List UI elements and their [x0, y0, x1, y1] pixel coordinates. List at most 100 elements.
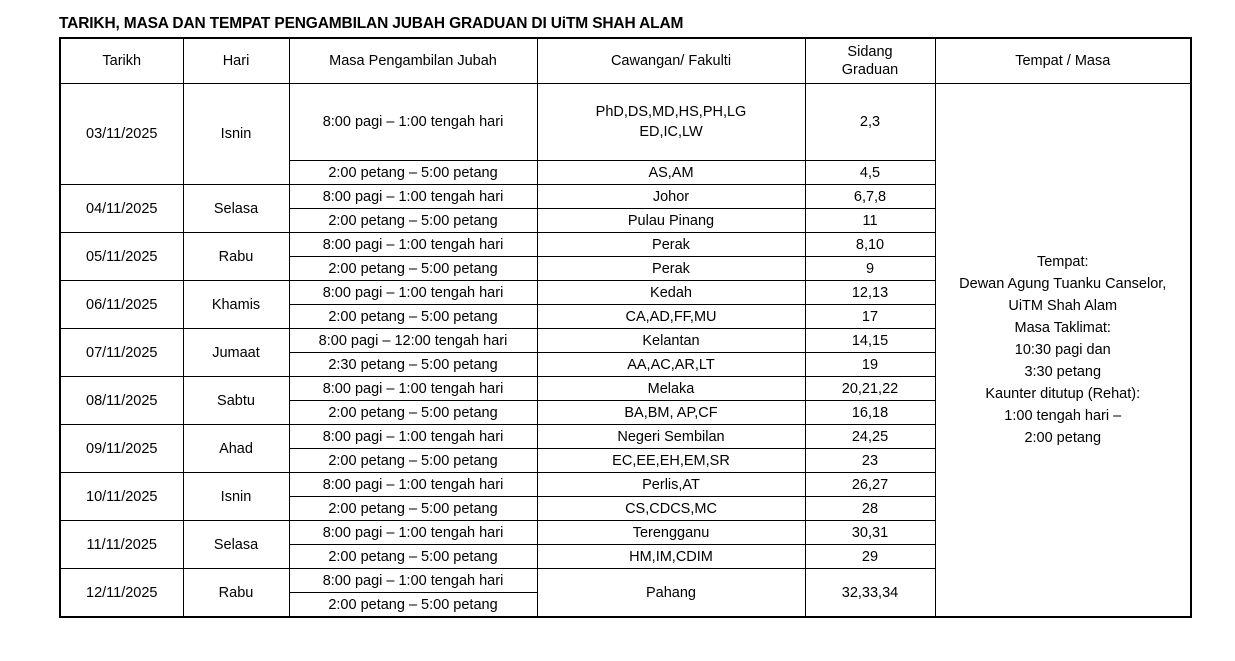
cell-cawangan: AS,AM [536, 160, 806, 185]
cell-masa: 8:00 pagi – 1:00 tengah hari [288, 83, 538, 161]
cell-sidang: 4,5 [804, 160, 936, 185]
cell-hari: Rabu [182, 568, 290, 618]
page-title: TARIKH, MASA DAN TEMPAT PENGAMBILAN JUBA… [59, 15, 684, 32]
cell-cawangan: CA,AD,FF,MU [536, 304, 806, 329]
cell-sidang: 2,3 [804, 83, 936, 161]
table-row: 09/11/2025 Ahad 8:00 pagi – 1:00 tengah … [59, 424, 1191, 473]
cell-masa: 8:00 pagi – 1:00 tengah hari [288, 232, 538, 257]
cell-cawangan: Terengganu [536, 520, 806, 545]
cell-cawangan-line2: ED,IC,LW [639, 124, 703, 140]
cell-hari: Khamis [182, 280, 290, 329]
table-body: 03/11/2025 Isnin 8:00 pagi – 1:00 tengah… [59, 83, 1192, 618]
cell-sidang: 30,31 [804, 520, 936, 545]
tempat-break-line1: 1:00 tengah hari – [1004, 408, 1122, 424]
tempat-venue-label: Tempat: [1036, 254, 1089, 270]
cell-masa: 8:00 pagi – 1:00 tengah hari [288, 280, 538, 305]
table-row: 2:00 petang – 5:00 petang BA,BM, AP,CF 1… [60, 400, 1191, 425]
table-row: 11/11/2025 Selasa 8:00 pagi – 1:00 tenga… [59, 520, 1191, 569]
table-row: 2:00 petang – 5:00 petang Pulau Pinang 1… [60, 208, 1191, 233]
cell-cawangan: PhD,DS,MD,HS,PH,LG ED,IC,LW [536, 83, 806, 161]
cell-cawangan: CS,CDCS,MC [536, 496, 806, 521]
cell-sidang: 28 [804, 496, 936, 521]
table-row: 06/11/2025 Khamis 8:00 pagi – 1:00 tenga… [59, 280, 1191, 329]
table-row: 2:00 petang – 5:00 petang CA,AD,FF,MU 17 [60, 304, 1191, 329]
cell-sidang: 9 [804, 256, 936, 281]
cell-hari: Rabu [182, 232, 290, 281]
cell-cawangan: EC,EE,EH,EM,SR [536, 448, 806, 473]
table-row: 03/11/2025 Isnin 8:00 pagi – 1:00 tengah… [59, 83, 1192, 618]
cell-sidang: 12,13 [804, 280, 936, 305]
cell-masa: 2:00 petang – 5:00 petang [288, 304, 538, 329]
column-header-tempat: Tempat / Masa [934, 37, 1192, 84]
cell-masa: 2:30 petang – 5:00 petang [288, 352, 538, 377]
cell-masa: 2:00 petang – 5:00 petang [288, 256, 538, 281]
cell-hari: Jumaat [182, 328, 290, 377]
cell-sidang: 24,25 [804, 424, 936, 449]
cell-hari: Sabtu [182, 376, 290, 425]
cell-sidang: 29 [804, 544, 936, 569]
tempat-break-label: Kaunter ditutup (Rehat): [985, 386, 1141, 402]
cell-hari: Isnin [182, 472, 290, 521]
table-row: 2:00 petang – 5:00 petang CS,CDCS,MC 28 [60, 496, 1191, 521]
cell-masa: 8:00 pagi – 1:00 tengah hari [288, 376, 538, 401]
column-header-cawangan: Cawangan/ Fakulti [536, 37, 806, 84]
cell-hari: Selasa [182, 520, 290, 569]
cell-masa: 2:00 petang – 5:00 petang [288, 448, 538, 473]
cell-masa: 2:00 petang – 5:00 petang [288, 496, 538, 521]
cell-cawangan: Perak [536, 256, 806, 281]
cell-cawangan: Pahang [536, 568, 806, 618]
table-row: 12/11/2025 Rabu 8:00 pagi – 1:00 tengah … [59, 568, 1191, 618]
cell-sidang: 20,21,22 [804, 376, 936, 401]
cell-tarikh: 10/11/2025 [59, 472, 184, 521]
cell-masa: 2:00 petang – 5:00 petang [288, 160, 538, 185]
column-header-masa: Masa Pengambilan Jubah [288, 37, 538, 84]
table-row: 10/11/2025 Isnin 8:00 pagi – 1:00 tengah… [59, 472, 1191, 521]
tempat-venue-line1: Dewan Agung Tuanku Canselor, [959, 276, 1167, 292]
table-header: Tarikh Hari Masa Pengambilan Jubah Cawan… [59, 37, 1192, 84]
table-row: 07/11/2025 Jumaat 8:00 pagi – 12:00 teng… [59, 328, 1191, 377]
table-row: 05/11/2025 Rabu 8:00 pagi – 1:00 tengah … [59, 232, 1191, 281]
cell-tarikh: 08/11/2025 [59, 376, 184, 425]
cell-cawangan: Johor [536, 184, 806, 209]
cell-cawangan: Pulau Pinang [536, 208, 806, 233]
table-row: 04/11/2025 Selasa 8:00 pagi – 1:00 tenga… [59, 184, 1191, 233]
table-row: 2:00 petang – 5:00 petang HM,IM,CDIM 29 [60, 544, 1191, 569]
cell-cawangan: Perlis,AT [536, 472, 806, 497]
cell-cawangan: Kelantan [536, 328, 806, 353]
table-row: 2:00 petang – 5:00 petang AS,AM 4,5 [60, 160, 1191, 185]
cell-tarikh: 04/11/2025 [59, 184, 184, 233]
cell-sidang: 16,18 [804, 400, 936, 425]
cell-tarikh: 06/11/2025 [59, 280, 184, 329]
table-header-row: Tarikh Hari Masa Pengambilan Jubah Cawan… [59, 37, 1192, 84]
cell-masa: 8:00 pagi – 1:00 tengah hari [288, 184, 538, 209]
cell-sidang: 19 [804, 352, 936, 377]
cell-sidang: 6,7,8 [804, 184, 936, 209]
cell-masa: 8:00 pagi – 12:00 tengah hari [288, 328, 538, 353]
cell-sidang: 8,10 [804, 232, 936, 257]
cell-sidang: 26,27 [804, 472, 936, 497]
cell-tarikh: 05/11/2025 [59, 232, 184, 281]
cell-sidang: 32,33,34 [804, 568, 936, 618]
cell-tarikh: 12/11/2025 [59, 568, 184, 618]
cell-sidang: 11 [804, 208, 936, 233]
cell-masa: 2:00 petang – 5:00 petang [288, 208, 538, 233]
cell-sidang: 14,15 [804, 328, 936, 353]
cell-sidang: 17 [804, 304, 936, 329]
cell-cawangan: BA,BM, AP,CF [536, 400, 806, 425]
cell-tarikh: 11/11/2025 [59, 520, 184, 569]
cell-tarikh: 07/11/2025 [59, 328, 184, 377]
cell-cawangan: Negeri Sembilan [536, 424, 806, 449]
cell-hari: Ahad [182, 424, 290, 473]
cell-masa: 2:00 petang – 5:00 petang [288, 544, 538, 569]
tempat-venue-line2: UiTM Shah Alam [1008, 298, 1118, 314]
cell-tarikh: 03/11/2025 [59, 83, 184, 185]
column-header-sidang-line1: Sidang [847, 44, 893, 60]
cell-masa: 8:00 pagi – 1:00 tengah hari [288, 424, 538, 449]
table-row: 2:00 petang – 5:00 petang [60, 592, 1191, 618]
cell-sidang: 23 [804, 448, 936, 473]
table-row: 2:00 petang – 5:00 petang EC,EE,EH,EM,SR… [60, 448, 1191, 473]
tempat-briefing-line2: 3:30 petang [1024, 364, 1102, 380]
tempat-break-line2: 2:00 petang [1024, 430, 1102, 446]
cell-hari: Selasa [182, 184, 290, 233]
